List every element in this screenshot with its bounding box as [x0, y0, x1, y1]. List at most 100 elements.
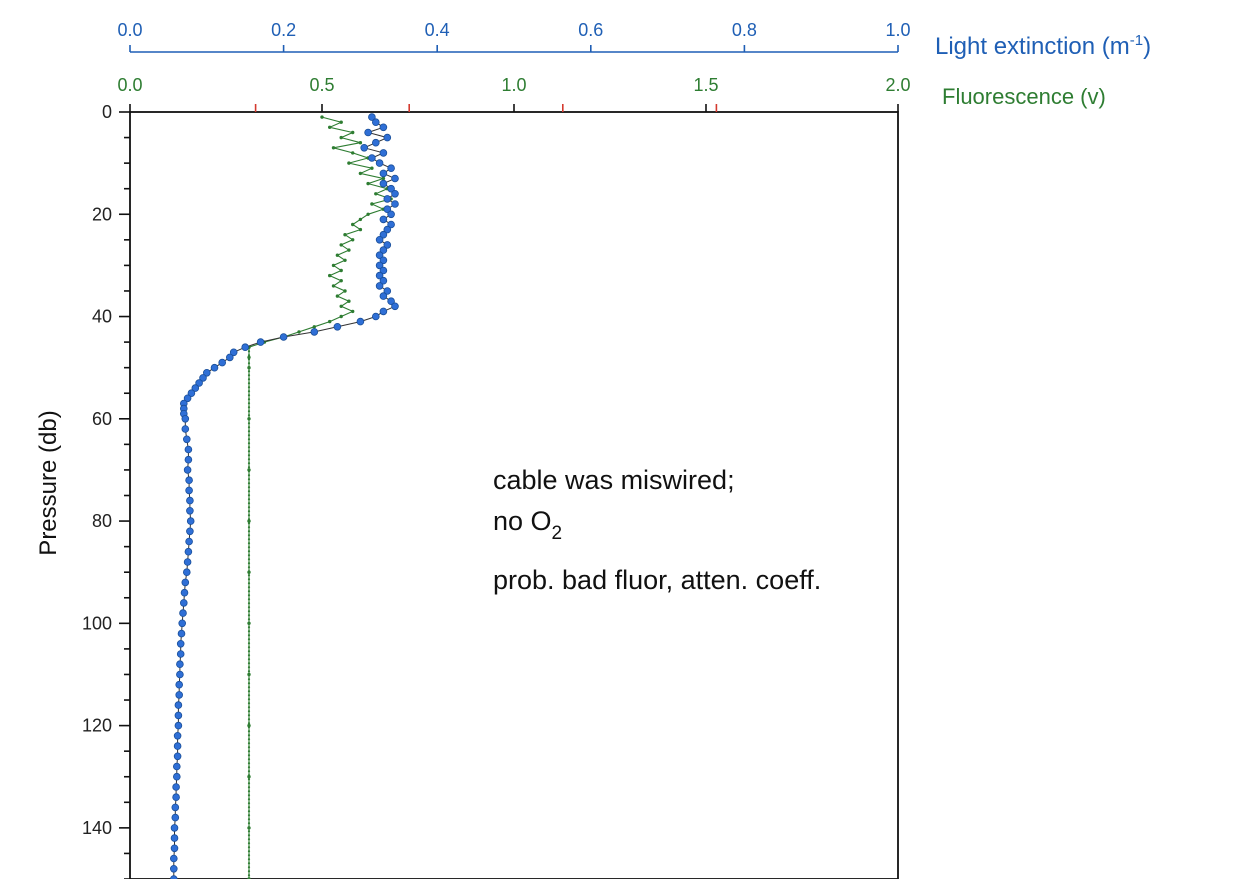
extinction-point: [279, 333, 288, 341]
fluorescence-dot: [247, 606, 251, 609]
extinction-point: [360, 144, 369, 152]
extinction-point: [185, 486, 193, 495]
fluorescence-dot: [247, 358, 251, 361]
fluorescence-dot: [247, 550, 251, 553]
fluorescence-point: [343, 233, 347, 237]
extinction-point: [175, 680, 184, 689]
extinction-point: [371, 138, 380, 147]
fluorescence-dot: [247, 446, 251, 449]
extinction-point: [184, 445, 193, 454]
fluorescence-dot: [247, 826, 251, 829]
fluorescence-dot: [247, 850, 251, 853]
extinction-point: [173, 772, 181, 781]
fluorescence-point: [358, 227, 363, 232]
extinction-point: [181, 425, 190, 433]
fluorescence-dot: [247, 666, 251, 669]
fluorescence-point: [343, 258, 347, 262]
fluorescence-point: [297, 330, 301, 334]
fluorescence-dot: [247, 838, 251, 841]
fluorescence-dot: [247, 362, 251, 365]
fluorescence-point: [339, 135, 343, 140]
extinction-point: [180, 588, 189, 597]
fluorescence-dot: [247, 842, 251, 845]
fluorescence-line: [248, 116, 394, 879]
fluorescence-point: [351, 238, 355, 242]
extinction-tick-label: 0.8: [732, 20, 757, 40]
fluorescence-dot: [247, 866, 251, 869]
annotation-line-3: prob. bad fluor, atten. coeff.: [493, 565, 821, 595]
fluorescence-point: [339, 243, 343, 247]
pressure-tick-label: 100: [82, 613, 112, 633]
fluorescence-dot: [247, 598, 251, 601]
fluorescence-dot: [247, 518, 251, 521]
fluorescence-point: [331, 263, 336, 268]
fluorescence-dot: [247, 686, 251, 689]
extinction-point: [387, 220, 395, 229]
extinction-point: [180, 599, 188, 607]
fluorescence-dot: [247, 730, 251, 733]
extinction-point: [178, 619, 187, 628]
extinction-point: [203, 368, 211, 377]
fluorescence-dot: [247, 714, 251, 717]
fluorescence-dot: [247, 674, 251, 677]
fluorescence-tick-label: 2.0: [885, 75, 910, 95]
fluorescence-dot: [247, 806, 251, 809]
pressure-axis: 0 20 40 60 80 100 120 140 Pressure (db): [35, 102, 130, 880]
fluorescence-dot: [247, 702, 251, 705]
fluorescence-dot: [247, 614, 251, 617]
fluorescence-dot: [247, 626, 251, 629]
extinction-point: [226, 353, 234, 362]
extinction-point: [174, 721, 183, 730]
fluorescence-dot: [247, 354, 251, 357]
fluorescence-dot: [247, 522, 251, 525]
extinction-point: [173, 762, 181, 771]
fluorescence-dot: [247, 690, 251, 693]
extinction-point: [391, 200, 399, 208]
extinction-point: [173, 742, 182, 750]
extinction-point: [229, 348, 238, 357]
fluorescence-point: [328, 319, 332, 324]
fluorescence-dot: [247, 642, 251, 645]
fluorescence-point: [351, 309, 355, 314]
fluorescence-dot: [247, 414, 251, 417]
fluorescence-dot: [247, 402, 251, 405]
fluorescence-point: [351, 151, 355, 155]
fluorescence-dot: [247, 450, 251, 453]
fluorescence-axis: 0.0 0.5 1.0 1.5 2.0 Fluorescence (v): [117, 75, 1105, 109]
extinction-point: [375, 236, 384, 244]
fluorescence-dot: [247, 418, 251, 421]
fluorescence-dot: [247, 870, 251, 873]
extinction-point: [375, 261, 384, 270]
extinction-point: [170, 864, 178, 873]
extinction-point: [172, 793, 180, 801]
extinction-point: [356, 317, 365, 326]
fluorescence-dot: [247, 790, 251, 793]
fluorescence-dot: [247, 570, 251, 573]
fluorescence-dot: [247, 622, 251, 625]
fluorescence-dot: [247, 766, 251, 769]
fluorescence-dot: [247, 482, 251, 485]
pressure-tick-label: 80: [92, 511, 112, 531]
fluorescence-dot: [247, 630, 251, 633]
fluorescence-dot: [247, 814, 251, 817]
fluorescence-dot: [247, 738, 251, 741]
extinction-point: [391, 190, 399, 198]
extinction-point: [379, 276, 388, 285]
light-extinction-axis: 0.0 0.2 0.4 0.6 0.8 1.0 Light extinction (m-1…: [117, 20, 1151, 60]
extinction-point: [383, 241, 392, 249]
fluorescence-dot: [247, 574, 251, 577]
fluorescence-point: [320, 115, 324, 119]
extinction-point: [172, 783, 180, 791]
fluorescence-point: [347, 299, 351, 303]
extinction-point: [176, 660, 184, 668]
fluorescence-point: [358, 171, 363, 176]
fluorescence-dot: [247, 442, 251, 445]
extinction-point: [310, 328, 319, 336]
pressure-tick-label: 0: [102, 102, 112, 122]
extinction-point: [256, 338, 265, 346]
extinction-point: [371, 312, 380, 321]
fluorescence-point: [366, 212, 370, 216]
extinction-point: [210, 363, 219, 372]
fluorescence-dot: [247, 658, 251, 661]
extinction-tick-label: 1.0: [885, 20, 910, 40]
